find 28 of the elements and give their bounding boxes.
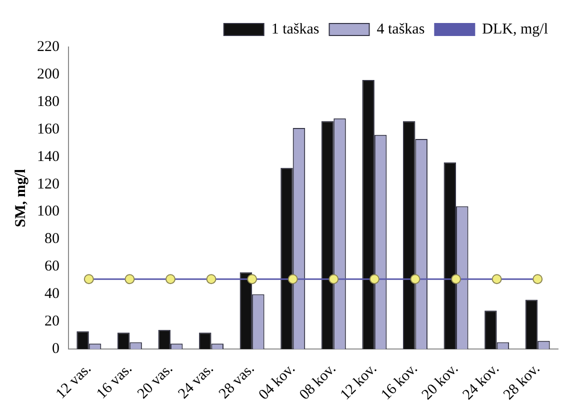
- y-tick-label: 20: [44, 314, 60, 330]
- x-tick-label: 28 kov.: [500, 360, 544, 404]
- y-tick-label: 40: [44, 286, 60, 302]
- x-tick-label: 20 vas.: [134, 360, 176, 402]
- x-tick-label: 24 vas.: [176, 360, 217, 402]
- y-tick-label: 80: [44, 231, 60, 248]
- x-tick-label: 24 kov.: [460, 360, 502, 404]
- x-tick-label: 20 kov.: [419, 360, 462, 404]
- y-tick-label: 0: [52, 341, 60, 358]
- x-tick-label: 16 vas.: [94, 360, 136, 402]
- x-tick-label: 28 vas.: [216, 360, 258, 402]
- y-tick-label: 220: [37, 38, 60, 55]
- y-tick-label: 120: [37, 176, 60, 192]
- x-tick-label: 16 kov.: [378, 360, 421, 404]
- y-tick-label: 180: [37, 94, 60, 110]
- y-tick-label: 140: [37, 148, 60, 165]
- y-axis-title: SM, mg/l: [12, 168, 29, 228]
- x-tick-label: 08 kov.: [296, 360, 340, 404]
- legend-label: DLK, mg/l: [482, 21, 548, 38]
- y-tick-label: 200: [37, 66, 60, 82]
- x-tick-label: 04 kov.: [256, 360, 298, 404]
- y-tick-label: 60: [44, 258, 60, 275]
- legend-label: 4 taškas: [376, 21, 425, 38]
- legend-label: 1 taškas: [271, 21, 320, 38]
- y-tick-label: 160: [37, 121, 60, 138]
- y-tick-label: 100: [37, 204, 60, 220]
- x-tick-label: 12 vas.: [53, 360, 95, 402]
- x-tick-label: 12 kov.: [338, 360, 380, 404]
